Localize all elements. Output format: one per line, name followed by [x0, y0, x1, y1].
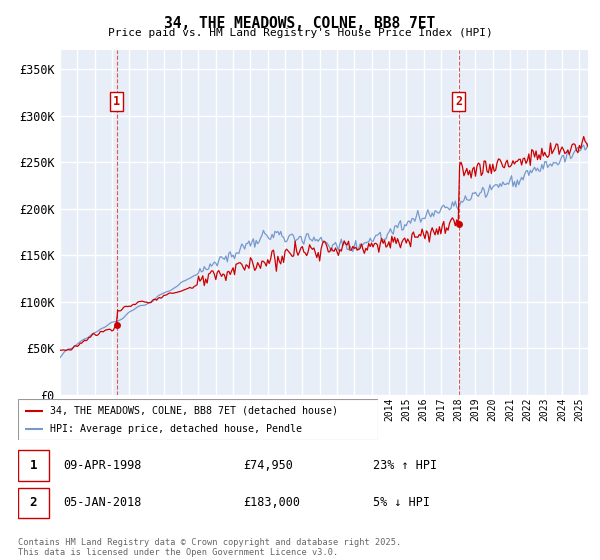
FancyBboxPatch shape [18, 488, 49, 518]
Text: Contains HM Land Registry data © Crown copyright and database right 2025.
This d: Contains HM Land Registry data © Crown c… [18, 538, 401, 557]
Text: 5% ↓ HPI: 5% ↓ HPI [373, 496, 430, 510]
FancyBboxPatch shape [18, 399, 378, 440]
Text: 2: 2 [455, 95, 462, 108]
Text: 2: 2 [29, 496, 37, 510]
Text: HPI: Average price, detached house, Pendle: HPI: Average price, detached house, Pend… [50, 424, 302, 434]
Text: 09-APR-1998: 09-APR-1998 [63, 459, 142, 472]
Text: 23% ↑ HPI: 23% ↑ HPI [373, 459, 437, 472]
Text: 1: 1 [29, 459, 37, 472]
Text: £74,950: £74,950 [244, 459, 293, 472]
FancyBboxPatch shape [18, 450, 49, 480]
Text: 05-JAN-2018: 05-JAN-2018 [63, 496, 142, 510]
Text: 34, THE MEADOWS, COLNE, BB8 7ET: 34, THE MEADOWS, COLNE, BB8 7ET [164, 16, 436, 31]
Text: 34, THE MEADOWS, COLNE, BB8 7ET (detached house): 34, THE MEADOWS, COLNE, BB8 7ET (detache… [50, 405, 338, 416]
Text: £183,000: £183,000 [244, 496, 301, 510]
Text: Price paid vs. HM Land Registry's House Price Index (HPI): Price paid vs. HM Land Registry's House … [107, 28, 493, 38]
Text: 1: 1 [113, 95, 120, 108]
